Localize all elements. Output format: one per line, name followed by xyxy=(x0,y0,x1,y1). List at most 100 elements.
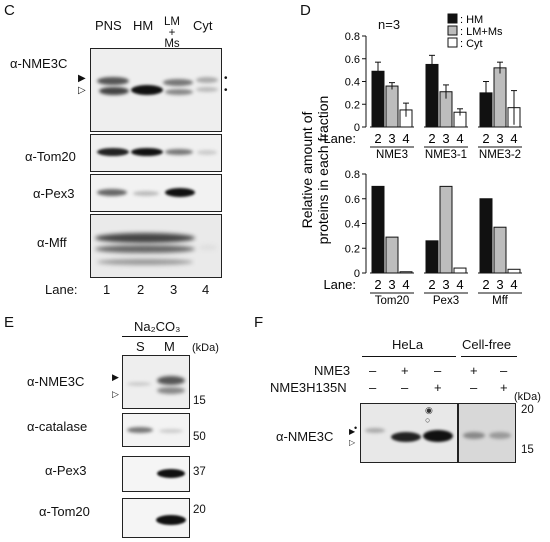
legend-swatch-2 xyxy=(447,37,458,48)
y-tick-label-1-4: 0.8 xyxy=(345,169,360,181)
y-axis-label-line2: proteins in each fraction xyxy=(315,96,331,245)
band-dot-upper: • xyxy=(224,73,228,84)
lane-num-1-2-2: 4 xyxy=(510,277,517,292)
lane-num-1-2-0: 2 xyxy=(482,277,489,292)
marker-f-20: 20 xyxy=(521,404,534,416)
marker-filled-arrow: ▶ xyxy=(78,73,86,84)
lane-num-0-2-1: 3 xyxy=(496,131,503,146)
lane-number-3: 3 xyxy=(170,282,178,297)
column-label-m: M xyxy=(164,339,175,354)
marker-e-50: 50 xyxy=(193,431,206,443)
lane-num-1-1-0: 2 xyxy=(428,277,435,292)
legend-swatch-0 xyxy=(447,13,458,24)
blot-e-nme3c xyxy=(122,355,190,409)
legend-swatch-1 xyxy=(447,25,458,36)
bar-0-2-1 xyxy=(493,67,507,128)
kda-label-f: (kDa) xyxy=(514,391,541,403)
sign-r1-c3: – xyxy=(434,363,442,378)
lane-number-2: 2 xyxy=(137,282,145,297)
blot-label-nme3c: α-NME3C xyxy=(10,56,68,71)
y-tick-label-0-4: 0.8 xyxy=(345,31,360,43)
lane-num-0-0-1: 3 xyxy=(388,131,395,146)
blot-f-cellfree xyxy=(458,403,516,463)
kda-label-e: (kDa) xyxy=(192,342,219,354)
column-label-s: S xyxy=(136,339,145,354)
blot-e-label-nme3c: α-NME3C xyxy=(27,374,85,389)
bar-1-1-1 xyxy=(439,185,453,274)
group-label-0-1: NME3-1 xyxy=(425,149,467,161)
sign-r2-c2: – xyxy=(401,380,409,395)
lane-num-1-1-1: 3 xyxy=(442,277,449,292)
column-label-pns: PNS xyxy=(95,18,122,33)
reagent-underline xyxy=(122,336,188,337)
lane-num-1-2-1: 3 xyxy=(496,277,503,292)
bar-1-0-1 xyxy=(385,236,399,274)
blot-c-mff xyxy=(90,214,222,278)
reagent-label: Na₂CO₃ xyxy=(134,319,181,334)
column-label-hm: HM xyxy=(133,18,154,33)
legend-label-1: : LM+Ms xyxy=(460,26,503,38)
marker-e-15: 15 xyxy=(193,395,206,407)
cellfree-underline xyxy=(461,356,517,357)
lane-num-1-1-2: 4 xyxy=(456,277,463,292)
blot-f-label: α-NME3C xyxy=(276,429,334,444)
bar-1-2-2 xyxy=(507,268,521,274)
sign-r2-c3: + xyxy=(434,380,442,395)
lane-num-0-2-2: 4 xyxy=(510,131,517,146)
blot-c-tom20 xyxy=(90,134,222,172)
panel-c-letter: C xyxy=(4,2,15,19)
y-tick-label-0-3: 0.6 xyxy=(345,54,360,66)
sign-r1-c5: – xyxy=(500,363,508,378)
y-tick-label-1-3: 0.6 xyxy=(345,194,360,206)
band-dot-lower: • xyxy=(224,85,228,96)
lane-num-0-0-0: 2 xyxy=(374,131,381,146)
y-tick-label-0-2: 0.4 xyxy=(345,77,360,89)
blot-c-nme3c xyxy=(90,48,222,132)
bar-1-0-2 xyxy=(399,271,413,274)
sign-r1-c4: + xyxy=(470,363,478,378)
bar-1-2-0 xyxy=(479,198,493,274)
marker-f-dot: • xyxy=(354,423,358,433)
panel-e-letter: E xyxy=(4,314,15,331)
y-tick-label-1-0: 0 xyxy=(354,268,360,280)
bar-1-1-2 xyxy=(453,267,467,274)
blot-e-catalase xyxy=(122,413,190,447)
bar-1-2-1 xyxy=(493,226,507,274)
sign-r2-c1: – xyxy=(369,380,377,395)
panel-f-letter: F xyxy=(254,314,264,331)
lane-num-1-0-1: 3 xyxy=(388,277,395,292)
marker-e-37: 37 xyxy=(193,466,206,478)
lane-label-d-0: Lane: xyxy=(323,131,356,146)
lane-label-c: Lane: xyxy=(45,282,78,297)
column-label-lm-ms: LM + Ms xyxy=(164,16,180,50)
lane-number-4: 4 xyxy=(202,282,210,297)
legend-label-0: : HM xyxy=(460,14,483,26)
bar-0-1-0 xyxy=(425,63,439,128)
marker-f-filled-arrow: ▶ xyxy=(349,427,356,436)
column-label-cyt: Cyt xyxy=(193,18,213,33)
lane-num-0-2-0: 2 xyxy=(482,131,489,146)
n-label: n=3 xyxy=(378,17,401,32)
row-label-nme3: NME3 xyxy=(314,363,351,378)
group-label-hela: HeLa xyxy=(392,337,424,352)
y-tick-label-1-2: 0.4 xyxy=(345,219,360,231)
marker-open-arrow: ▷ xyxy=(78,85,86,96)
marker-f-15: 15 xyxy=(521,444,534,456)
bar-1-0-0 xyxy=(371,185,385,274)
blot-f-hela: ◉ ○ xyxy=(360,403,458,463)
blot-label-mff: α-Mff xyxy=(37,235,67,250)
lane-num-1-0-2: 4 xyxy=(402,277,409,292)
sign-r2-c5: + xyxy=(500,380,508,395)
sign-r1-c1: – xyxy=(369,363,377,378)
y-tick-label-0-0: 0 xyxy=(354,122,360,134)
blot-c-pex3 xyxy=(90,174,222,212)
y-tick-label-0-1: 0.2 xyxy=(345,99,360,111)
group-label-1-1: Pex3 xyxy=(433,295,459,307)
group-label-1-2: Mff xyxy=(492,295,509,307)
group-label-cellfree: Cell-free xyxy=(462,337,512,352)
group-label-1-0: Tom20 xyxy=(375,295,410,307)
lane-number-1: 1 xyxy=(103,282,111,297)
lane-num-0-1-0: 2 xyxy=(428,131,435,146)
lane-num-0-0-2: 4 xyxy=(402,131,409,146)
